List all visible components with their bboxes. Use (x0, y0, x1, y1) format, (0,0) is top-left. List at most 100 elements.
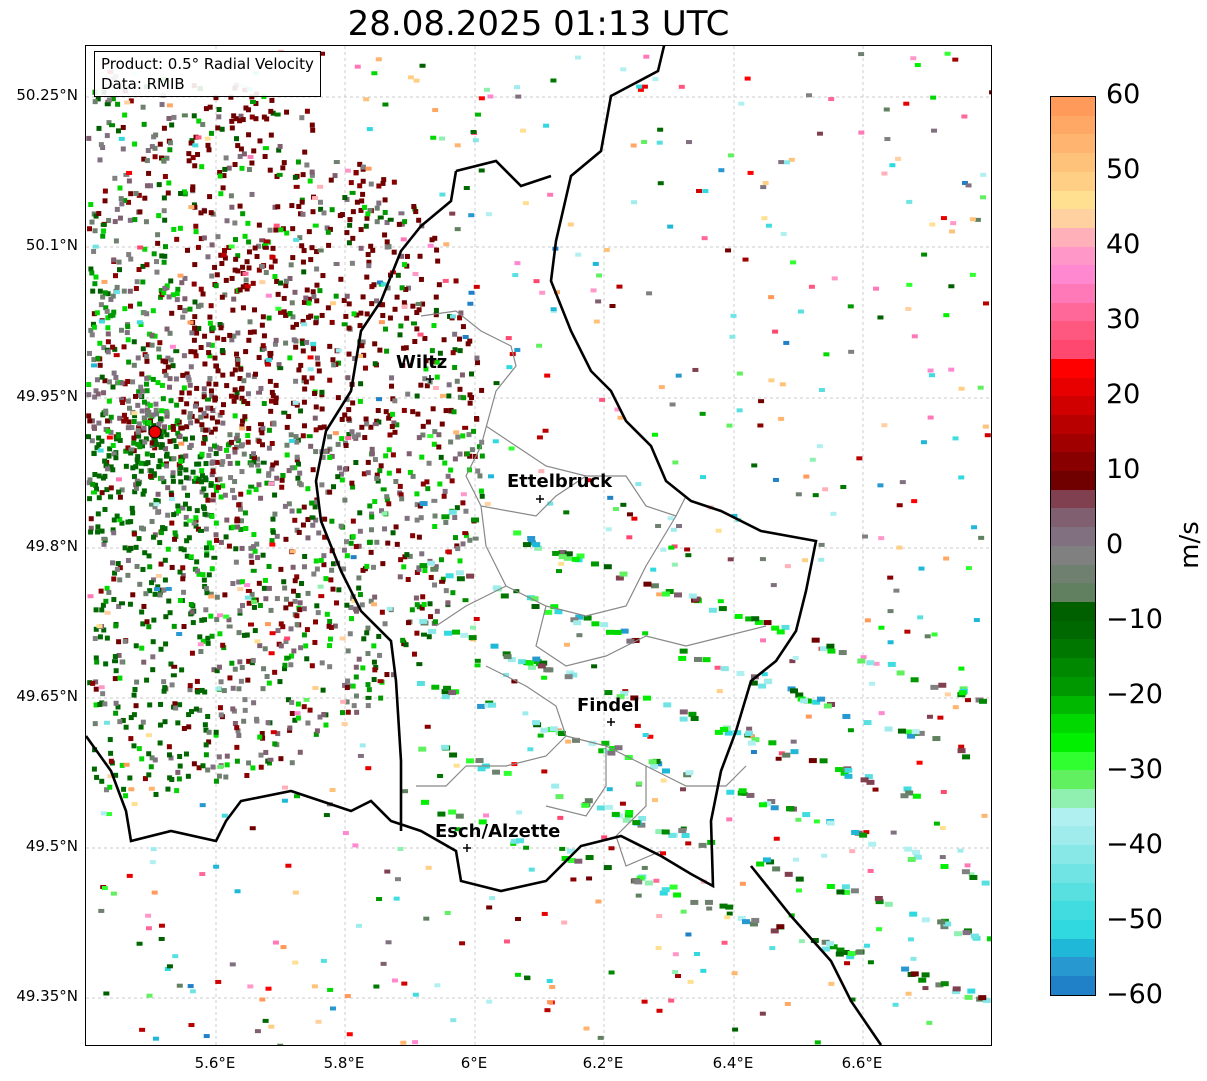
velocity-pixel (171, 114, 177, 120)
velocity-pixel (208, 482, 214, 488)
velocity-pixel (282, 662, 288, 668)
velocity-pixel (472, 138, 479, 143)
velocity-pixel (339, 636, 346, 641)
velocity-pixel (958, 690, 967, 696)
colorbar-band (1051, 845, 1095, 864)
velocity-pixel (360, 294, 366, 300)
velocity-pixel (881, 423, 888, 428)
velocity-pixel (301, 375, 307, 381)
velocity-pixel (163, 359, 169, 365)
velocity-pixel (867, 868, 874, 873)
velocity-pixel (144, 412, 150, 418)
velocity-pixel (182, 436, 188, 442)
velocity-pixel (170, 673, 177, 678)
velocity-pixel (170, 470, 176, 476)
velocity-pixel (262, 146, 269, 151)
velocity-pixel (420, 423, 426, 429)
velocity-pixel (770, 583, 777, 588)
velocity-pixel (239, 385, 245, 391)
velocity-pixel (102, 506, 108, 512)
velocity-pixel (146, 772, 152, 778)
velocity-pixel (742, 919, 751, 925)
velocity-pixel (158, 923, 165, 928)
velocity-pixel (416, 680, 425, 686)
velocity-pixel (401, 407, 407, 413)
velocity-pixel (452, 456, 458, 462)
velocity-pixel (169, 492, 175, 498)
velocity-pixel (570, 617, 579, 623)
velocity-pixel (783, 340, 790, 345)
velocity-pixel (302, 386, 308, 392)
velocity-pixel (283, 639, 289, 645)
velocity-pixel (246, 249, 252, 255)
velocity-pixel (445, 549, 452, 554)
velocity-pixel (188, 140, 194, 146)
velocity-pixel (971, 525, 978, 530)
velocity-pixel (101, 345, 107, 351)
velocity-pixel (197, 634, 203, 640)
velocity-pixel (194, 385, 200, 391)
velocity-pixel (158, 288, 164, 294)
velocity-pixel (357, 753, 364, 758)
velocity-pixel (452, 514, 458, 520)
velocity-pixel (241, 151, 247, 157)
velocity-pixel (300, 259, 306, 265)
velocity-pixel (201, 394, 207, 400)
velocity-pixel (233, 394, 239, 400)
colorbar-tick: 30 (1106, 304, 1141, 335)
velocity-pixel (278, 566, 284, 572)
velocity-pixel (912, 793, 921, 799)
velocity-pixel (93, 679, 99, 685)
velocity-pixel (364, 274, 370, 280)
velocity-pixel (537, 733, 544, 738)
velocity-pixel (413, 595, 419, 601)
velocity-pixel (603, 865, 612, 871)
velocity-pixel (792, 656, 799, 661)
velocity-pixel (345, 678, 351, 684)
velocity-pixel (419, 563, 428, 569)
velocity-pixel (456, 576, 465, 582)
velocity-pixel (272, 492, 278, 498)
velocity-pixel (597, 1035, 604, 1040)
velocity-pixel (770, 928, 779, 934)
velocity-pixel (726, 423, 733, 428)
velocity-pixel (878, 711, 885, 716)
velocity-pixel (860, 655, 867, 660)
velocity-pixel (105, 428, 111, 434)
velocity-pixel (100, 412, 106, 418)
velocity-pixel (243, 105, 249, 111)
velocity-pixel (199, 451, 205, 457)
velocity-pixel (357, 528, 363, 534)
velocity-pixel (105, 339, 111, 345)
velocity-pixel (305, 535, 311, 541)
velocity-pixel (246, 337, 252, 343)
velocity-pixel (429, 237, 435, 243)
velocity-pixel (217, 412, 223, 418)
colorbar-band (1051, 882, 1095, 902)
velocity-pixel (231, 398, 237, 404)
velocity-pixel (487, 474, 494, 479)
velocity-pixel (90, 680, 96, 686)
velocity-pixel (186, 506, 192, 512)
velocity-pixel (126, 419, 132, 425)
velocity-pixel (239, 423, 245, 429)
velocity-pixel (284, 442, 290, 448)
velocity-pixel (229, 204, 235, 210)
velocity-pixel (680, 787, 687, 792)
velocity-pixel (206, 729, 212, 735)
velocity-pixel (114, 290, 121, 295)
velocity-pixel (652, 798, 659, 803)
velocity-pixel (638, 816, 647, 822)
velocity-pixel (90, 321, 96, 327)
velocity-pixel (591, 664, 598, 669)
velocity-pixel (559, 846, 566, 851)
velocity-pixel (363, 416, 369, 422)
velocity-pixel (821, 939, 830, 945)
colorbar-tick: −20 (1106, 679, 1163, 710)
velocity-pixel (631, 200, 638, 205)
velocity-pixel (292, 289, 298, 295)
velocity-pixel (346, 301, 352, 307)
velocity-pixel (151, 472, 157, 478)
velocity-pixel (620, 67, 627, 72)
